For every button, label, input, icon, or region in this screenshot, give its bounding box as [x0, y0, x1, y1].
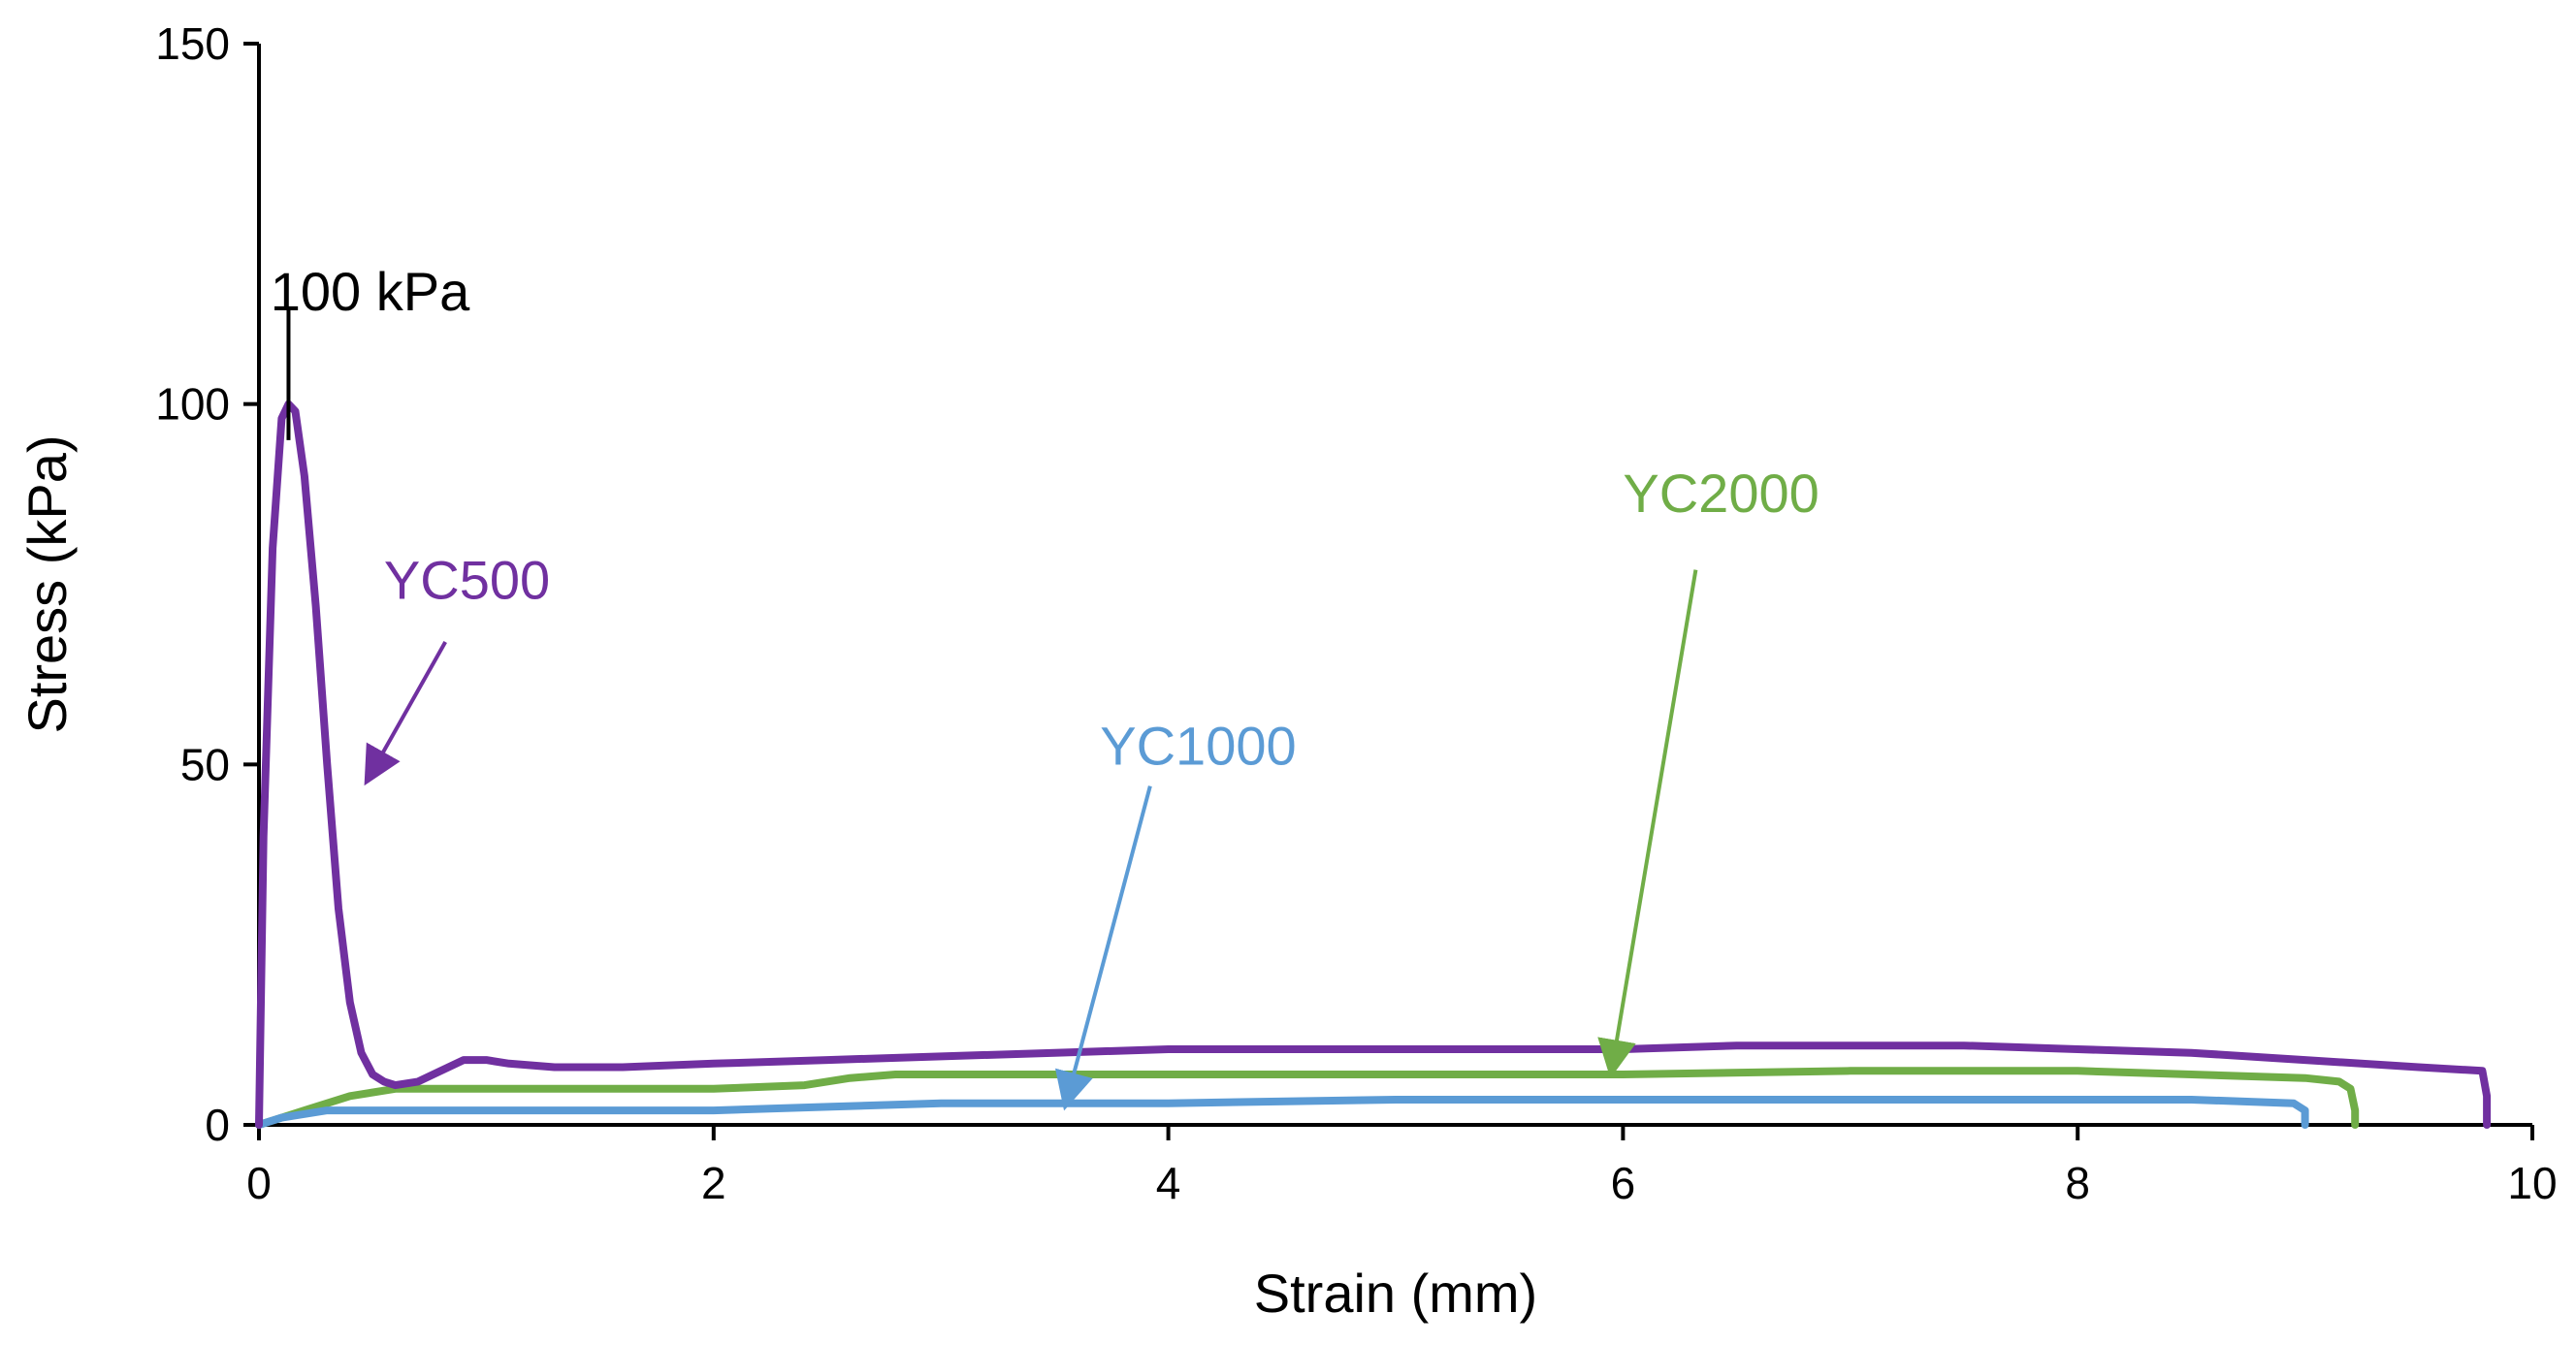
x-tick-label: 8 — [2065, 1158, 2090, 1208]
annotation-arrow-yc1000 — [1054, 785, 1152, 1111]
axes — [257, 44, 2532, 1127]
series-lines — [255, 400, 2492, 1129]
annotation-label-yc500: YC500 — [384, 549, 550, 610]
annotation-label-yc1000: YC1000 — [1100, 715, 1296, 776]
x-tick-label: 10 — [2507, 1158, 2557, 1208]
x-tick-label: 4 — [1156, 1158, 1181, 1208]
annotation-arrow-yc500 — [364, 640, 447, 786]
y-tick-label: 100 — [155, 379, 230, 430]
annotation-label-yc2000: YC2000 — [1623, 463, 1819, 524]
annotation-arrow-yc2000 — [1597, 569, 1698, 1079]
y-tick-label: 0 — [205, 1100, 230, 1150]
y-axis-title: Stress (kPa) — [16, 434, 78, 733]
tick-marks — [243, 42, 2534, 1140]
x-tick-label: 6 — [1611, 1158, 1636, 1208]
series-line-yc500 — [255, 400, 2492, 1129]
annotation-label-100-kpa: 100 kPa — [271, 261, 470, 322]
y-tick-label: 50 — [180, 739, 230, 789]
y-tick-label: 150 — [155, 18, 230, 69]
series-line-yc2000 — [255, 1067, 2360, 1129]
x-tick-label: 0 — [246, 1158, 272, 1208]
x-axis-title: Strain (mm) — [1254, 1263, 1537, 1324]
x-tick-label: 2 — [701, 1158, 726, 1208]
series-line-yc1000 — [255, 1096, 2309, 1129]
annotations: 100 kPa YC500 YC1000 YC2000 — [271, 261, 1819, 1111]
